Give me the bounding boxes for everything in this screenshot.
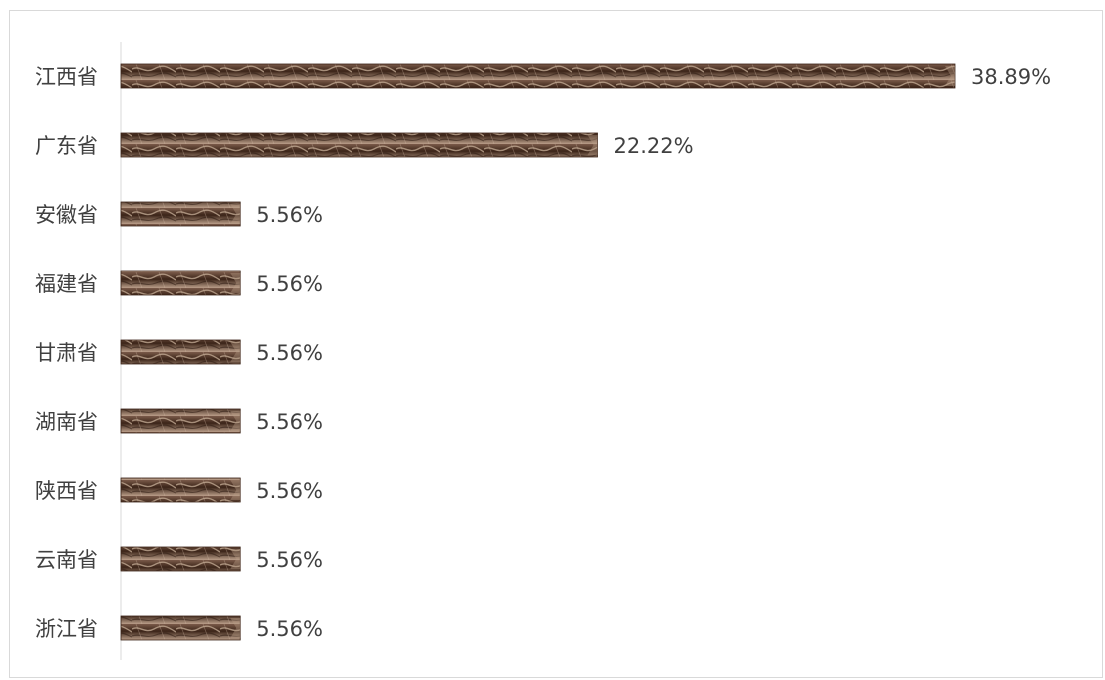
data-label: 5.56% [256,203,323,227]
category-label: 江西省 [35,65,98,89]
data-label: 5.56% [256,479,323,503]
bar-end-accent [230,549,241,569]
bar [120,63,956,89]
category-label: 云南省 [35,548,98,572]
bar [120,615,241,641]
bars-group: 江西省 38.89% 广东省 22.22% 安徽省 5.56% 福建省 5.56% 甘肃省 5.5… [35,63,1051,641]
category-label: 湖南省 [35,410,98,434]
category-label: 福建省 [35,272,98,296]
bar [120,132,598,158]
category-label: 甘肃省 [35,341,98,365]
category-label: 浙江省 [35,617,98,641]
data-label: 5.56% [256,548,323,572]
bar [120,201,241,227]
bar-end-accent [945,66,955,86]
category-label: 安徽省 [35,203,98,227]
bar-end-accent [230,342,241,362]
data-label: 5.56% [256,410,323,434]
data-label: 22.22% [614,134,694,158]
category-label: 广东省 [35,134,98,158]
data-label: 5.56% [256,617,323,641]
bar [120,546,241,572]
data-label: 38.89% [971,65,1051,89]
bar [120,270,241,296]
bar [120,339,241,365]
category-label: 陕西省 [35,479,98,503]
bar-end-accent [230,273,241,293]
bar-end-accent [587,135,598,155]
bar-end-accent [230,204,241,224]
bar [120,408,241,434]
bar-end-accent [230,618,241,638]
bar [120,477,241,503]
bar-end-accent [230,480,241,500]
data-label: 5.56% [256,272,323,296]
data-label: 5.56% [256,341,323,365]
bar-end-accent [230,411,241,431]
